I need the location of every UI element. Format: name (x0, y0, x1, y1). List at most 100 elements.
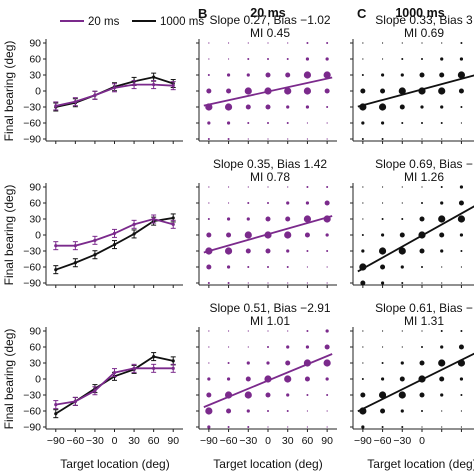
bubble-point (419, 392, 425, 398)
bubble-point (227, 330, 230, 332)
bubble-point (208, 58, 210, 60)
y-tick-label: 90 (29, 38, 41, 50)
bubble-point (439, 232, 445, 238)
bubble-point (206, 232, 212, 238)
bubble-point (460, 122, 463, 124)
bubble-point (381, 362, 384, 364)
bubble-point (400, 73, 404, 77)
bubble-point (208, 186, 210, 188)
column-title-c: 1000 ms (395, 6, 444, 20)
bubble-point (285, 360, 291, 366)
bubble-point (440, 186, 443, 188)
bubble-point (265, 72, 271, 78)
bubble-point (324, 88, 330, 94)
bubble-point (287, 282, 289, 284)
bubble-point (267, 282, 269, 284)
bubble-point (207, 425, 211, 429)
x-tick-label: −60 (220, 435, 238, 447)
bubble-point (421, 330, 423, 332)
xlabel-c: Target location (deg) (367, 457, 474, 471)
bubble-point (304, 232, 310, 238)
fit-annotation-stats: Slope 0.33, Bias 3 (375, 13, 473, 27)
bubble-point (421, 266, 423, 268)
data-point (73, 244, 77, 248)
bubble-point (323, 71, 331, 79)
bubble-point (306, 138, 309, 140)
y-tick-label: −30 (23, 390, 41, 402)
bubble-point (362, 186, 364, 188)
bubble-point (361, 74, 364, 76)
x-tick-label: −90 (354, 435, 372, 447)
bubble-point (399, 104, 405, 110)
bubble-point (459, 377, 464, 381)
bubble-point (305, 345, 310, 349)
bubble-point (381, 218, 384, 220)
ylabel-row2: Final bearing (deg) (2, 185, 16, 286)
data-point (152, 75, 156, 79)
bubble-point (460, 426, 463, 428)
bubble-point (224, 247, 233, 255)
data-point (171, 84, 175, 88)
bubble-point (284, 87, 292, 95)
bubble-point (306, 122, 309, 124)
bubble-point (326, 186, 329, 188)
bubble-point (381, 202, 384, 204)
data-point (171, 366, 175, 370)
bubble-point (306, 42, 309, 44)
legend: 20 ms 1000 ms (60, 16, 204, 28)
data-point (171, 216, 175, 220)
data-point (93, 389, 97, 393)
bubble-point (421, 186, 423, 188)
bubble-point (286, 393, 290, 397)
bubble-point (441, 410, 443, 412)
y-tick-label: −30 (23, 246, 41, 258)
data-point (54, 244, 58, 248)
data-point (171, 359, 175, 363)
bubble-point (286, 249, 290, 253)
bubble-point (244, 231, 252, 239)
bubble-point (360, 392, 366, 398)
bubble-point (460, 266, 463, 268)
bubble-point (306, 250, 309, 252)
fit-annotation-mi: MI 1.31 (404, 314, 444, 328)
bubble-point (246, 73, 250, 77)
bubble-point (362, 362, 364, 364)
bubble-point (303, 71, 312, 79)
bubble-point (326, 426, 328, 428)
bubble-point (244, 391, 252, 399)
bubble-point (227, 362, 230, 364)
bubble-point (440, 393, 444, 397)
bubble-point (247, 122, 250, 124)
bubble-point (227, 58, 230, 60)
data-point (132, 222, 136, 226)
bubble-point (460, 282, 463, 284)
bubble-point (326, 282, 328, 284)
bubble-point (207, 121, 211, 125)
fit-line (203, 215, 333, 254)
bubble-point (227, 202, 230, 204)
y-tick-label: 60 (29, 198, 41, 210)
x-tick-label: 30 (282, 435, 294, 447)
bubble-point (305, 57, 310, 61)
x-tick-label: −60 (66, 435, 84, 447)
bubble-point (244, 87, 252, 95)
bubble-point (245, 104, 251, 110)
bubble-point (380, 264, 386, 270)
x-tick-label: −30 (239, 435, 257, 447)
panel-a-row2: −90 −60 −30 0 30 60 90 (23, 182, 183, 290)
bubble-point (401, 186, 403, 188)
bubble-point (306, 410, 309, 412)
bubble-point (380, 377, 385, 381)
bubble-point (460, 250, 463, 252)
bubble-point (460, 42, 463, 44)
data-point (54, 104, 58, 108)
data-point (93, 253, 97, 257)
bubble-point (380, 233, 385, 237)
bubble-point (380, 408, 386, 414)
bubble-point (247, 58, 250, 60)
bubble-point (421, 138, 423, 140)
bubble-point (207, 138, 210, 140)
fit-annotation-stats: Slope 0.69, Bias − (375, 157, 473, 171)
bubble-point (421, 282, 423, 284)
x-tick-label: −90 (47, 435, 65, 447)
